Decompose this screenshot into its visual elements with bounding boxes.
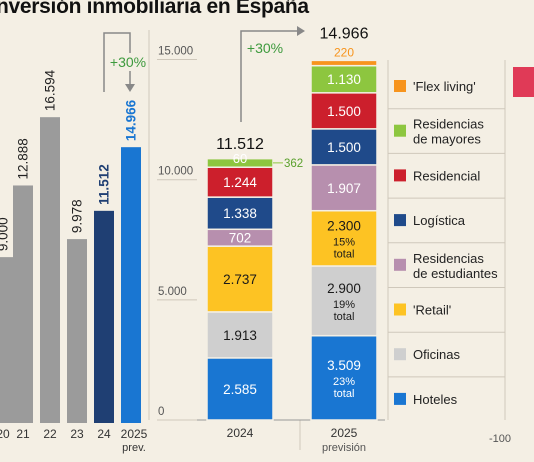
growth-label: +30% <box>110 54 146 70</box>
segment-value-label: 1.130 <box>327 72 361 87</box>
history-value-label: 9.978 <box>70 199 85 233</box>
legend-label: Oficinas <box>413 347 460 362</box>
segment-share-label: 15% <box>333 236 355 248</box>
growth-arrowhead <box>297 26 305 36</box>
legend-label: Hoteles <box>413 392 458 407</box>
history-value-label: 16.594 <box>43 69 58 111</box>
segment-value-label: 2.900 <box>327 281 361 296</box>
segment-value-label: 362 <box>284 158 303 170</box>
legend-label: de mayores <box>413 132 481 147</box>
segment-share-label: 19% <box>333 299 355 311</box>
chart-title: nversión inmobiliaria en España <box>0 0 309 18</box>
legend-swatch <box>394 169 406 182</box>
history-bar <box>94 210 114 423</box>
history-x-tick: 2025 <box>121 427 148 441</box>
history-bar <box>13 185 33 423</box>
segment-value-label: 2.585 <box>223 382 257 397</box>
history-value-label: 11.512 <box>97 164 112 205</box>
stack-segment <box>206 245 274 313</box>
stack-x-tick: 2025 <box>331 426 358 440</box>
y-tick-label: 10.000 <box>158 166 193 178</box>
legend-label: Residencial <box>413 168 480 183</box>
legend-swatch <box>394 348 406 361</box>
legend-swatch <box>394 258 406 271</box>
legend-swatch <box>394 124 406 137</box>
history-x-tick: 24 <box>97 427 111 441</box>
segment-value-label: 1.500 <box>327 140 361 155</box>
growth-label-bg <box>108 53 150 71</box>
history-bar <box>121 147 141 423</box>
segment-share-suffix: total <box>334 311 355 323</box>
side-marker <box>513 67 534 97</box>
history-x-tick: 21 <box>16 427 30 441</box>
stack-x-sublabel: previsión <box>322 442 366 454</box>
history-bar <box>40 117 60 423</box>
history-value-label: 9.000 <box>0 217 11 251</box>
stack-segment <box>310 59 378 67</box>
y-tick-label: 0 <box>158 406 164 418</box>
segment-value-label: 220 <box>334 45 354 59</box>
segment-share-label: 23% <box>333 376 355 388</box>
growth-arrowhead <box>125 84 135 92</box>
segment-share-suffix: total <box>334 388 355 400</box>
segment-value-label: 1.244 <box>223 175 257 190</box>
history-x-tick: 22 <box>43 427 57 441</box>
stack-total-label: 14.966 <box>320 25 369 42</box>
segment-value-label: 3.509 <box>327 358 361 373</box>
legend-label: 'Retail' <box>413 303 451 318</box>
history-x-tick: 23 <box>70 427 84 441</box>
legend-swatch <box>394 392 406 405</box>
legend-swatch <box>394 80 406 92</box>
stack-x-tick: 2024 <box>227 426 254 440</box>
stack-segment <box>310 265 378 337</box>
segment-value-label: 1.913 <box>223 328 257 343</box>
segment-value-label: 60 <box>233 151 247 166</box>
history-bar <box>67 239 87 423</box>
growth-connector <box>240 30 297 122</box>
legend-label: de estudiantes <box>413 266 498 281</box>
growth-label: +30% <box>247 40 283 56</box>
segment-value-label: 2.737 <box>223 272 257 287</box>
stack-segment <box>206 196 274 231</box>
stack-segment <box>310 164 378 212</box>
stack-segment <box>310 92 378 130</box>
stack-total-label: 11.512 <box>216 136 264 153</box>
history-value-label: 12.888 <box>16 138 31 179</box>
legend-label: Residencias <box>413 117 484 132</box>
y-tick-label: 15.000 <box>158 46 193 58</box>
history-bar <box>0 257 13 423</box>
legend-swatch <box>394 303 406 316</box>
segment-share-suffix: total <box>334 248 355 260</box>
stack-segment <box>206 166 274 198</box>
segment-value-label: 1.338 <box>223 206 257 221</box>
stack-segment <box>206 156 274 160</box>
stack-segment <box>206 311 274 359</box>
segment-value-label: 702 <box>229 231 252 246</box>
y-tick-label: 5.000 <box>158 286 187 298</box>
legend-label: 'Flex living' <box>413 79 476 94</box>
side-axis-label: -100 <box>489 433 511 445</box>
segment-value-label: 1.500 <box>327 104 361 119</box>
legend-label: Logística <box>413 213 466 228</box>
history-x-sublabel: prev. <box>122 442 146 454</box>
stack-segment <box>206 357 274 421</box>
legend-label: Residencias <box>413 251 484 266</box>
segment-value-label: 1.907 <box>327 181 361 196</box>
stack-segment <box>310 64 378 94</box>
segment-value-label: 2.300 <box>327 218 361 233</box>
growth-label-bg <box>243 39 287 57</box>
stack-segment <box>310 209 378 267</box>
history-x-tick: 20 <box>0 427 10 441</box>
legend-swatch <box>394 214 406 227</box>
history-value-label: 14.966 <box>124 99 139 141</box>
